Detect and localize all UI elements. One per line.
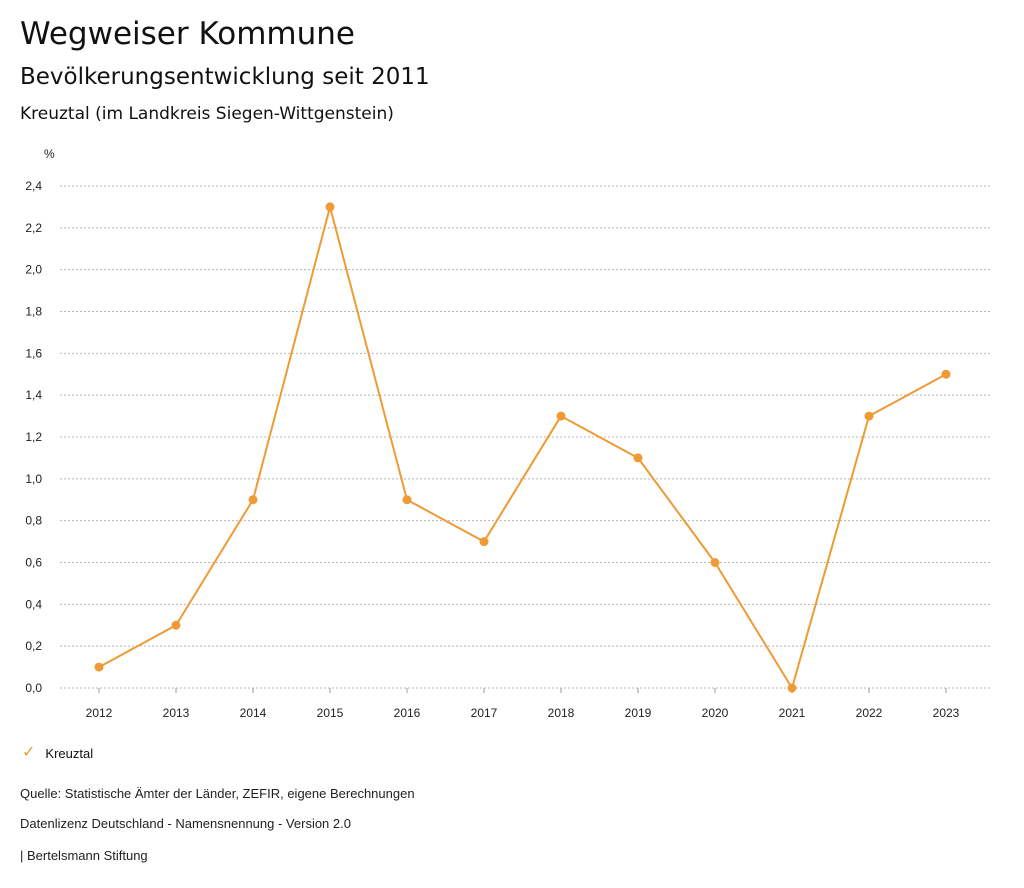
x-tick-label: 2018 (548, 706, 575, 720)
y-axis-unit: % (44, 147, 55, 161)
x-tick-label: 2015 (317, 706, 344, 720)
x-tick-label: 2021 (779, 706, 806, 720)
y-tick-label: 1,2 (25, 430, 42, 444)
x-tick-label: 2020 (702, 706, 729, 720)
data-point (479, 537, 489, 547)
license-note: Datenlizenz Deutschland - Namensnennung … (20, 816, 351, 831)
x-tick-label: 2023 (933, 706, 960, 720)
y-tick-label: 1,0 (25, 472, 42, 486)
region-label: Kreuztal (im Landkreis Siegen-Wittgenste… (20, 104, 394, 124)
data-point (710, 558, 720, 567)
source-note: Quelle: Statistische Ämter der Länder, Z… (20, 786, 415, 801)
legend-label: Kreuztal (45, 745, 94, 761)
x-tick-label: 2019 (625, 706, 652, 720)
y-tick-label: 1,8 (25, 305, 42, 319)
series-line (98, 205, 947, 689)
y-tick-label: 0,0 (25, 681, 42, 695)
y-tick-label: 2,2 (25, 221, 42, 235)
data-point (94, 662, 104, 672)
y-tick-label: 1,4 (25, 388, 42, 402)
data-point (171, 620, 181, 630)
y-tick-label: 0,4 (25, 597, 42, 611)
line-chart: 0,00,20,40,60,81,01,21,41,61,82,02,22,4 … (25, 147, 992, 720)
data-point (787, 683, 797, 693)
legend[interactable]: ✓ Kreuztal (22, 745, 93, 761)
y-tick-label: 0,8 (25, 514, 42, 528)
series-kreuztal (94, 202, 951, 693)
data-point (402, 495, 412, 505)
y-tick-label: 2,0 (25, 263, 42, 277)
y-tick-label: 0,2 (25, 639, 42, 653)
y-axis-ticks: 0,0 0,2 0,4 0,6 0,8 1,0 1,2 1,4 1,6 1,8 2,0 2,2 2,4 (25, 179, 42, 695)
publisher-note: | Bertelsmann Stiftung (20, 848, 148, 863)
x-tick-label: 2017 (471, 706, 498, 720)
page-subtitle: Bevölkerungsentwicklung seit 2011 (20, 64, 430, 90)
y-tick-label: 1,6 (25, 346, 42, 360)
data-point (325, 202, 335, 212)
data-point (633, 453, 643, 463)
x-tick-label: 2013 (163, 706, 190, 720)
x-tick-label: 2012 (86, 706, 113, 720)
data-point (864, 411, 874, 421)
grid-lines (60, 185, 992, 689)
y-tick-label: 0,6 (25, 556, 42, 570)
x-tick-label: 2022 (856, 706, 883, 720)
data-point (941, 369, 951, 379)
x-axis-ticks: 2012 2013 2014 2015 2016 2017 2018 2019 2020 2021… (86, 688, 960, 720)
page-title: Wegweiser Kommune (20, 16, 355, 52)
x-tick-label: 2016 (394, 706, 421, 720)
data-point (556, 411, 566, 421)
y-tick-label: 2,4 (25, 179, 42, 193)
data-point (248, 495, 258, 505)
x-tick-label: 2014 (240, 706, 267, 720)
check-icon: ✓ (22, 744, 36, 761)
